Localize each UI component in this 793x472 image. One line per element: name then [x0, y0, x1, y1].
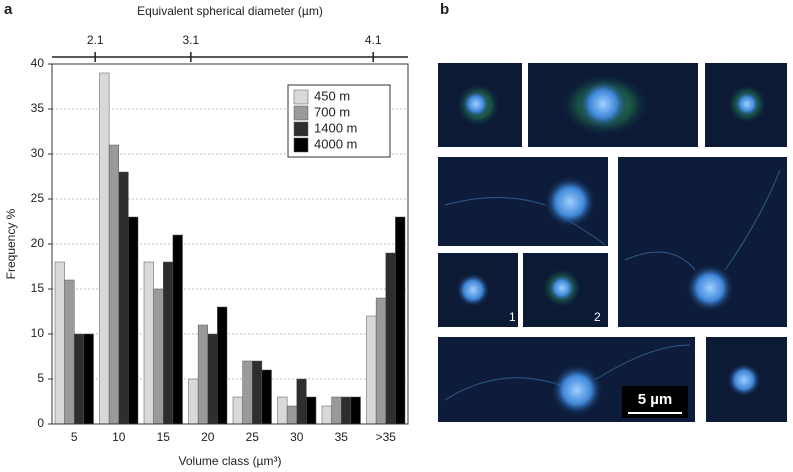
- bar: [207, 333, 218, 425]
- cell: [551, 364, 603, 416]
- cell: [578, 79, 628, 129]
- cell: [456, 273, 490, 307]
- x-tick-label: 35: [335, 430, 349, 444]
- bar: [341, 396, 352, 425]
- scale-bar-label: 5 µm: [638, 391, 673, 408]
- bar: [118, 171, 129, 425]
- bar: [261, 369, 272, 425]
- cell: [686, 264, 734, 312]
- y-tick-label: 10: [31, 326, 45, 340]
- cell: [734, 91, 760, 117]
- bar: [321, 405, 332, 425]
- bar: [296, 378, 307, 425]
- cell: [727, 363, 761, 397]
- cell: [548, 274, 576, 302]
- x-tick-label: 30: [290, 430, 304, 444]
- inset-label: 2: [594, 310, 601, 324]
- chart: 0 5 10 15 20 25 30 35 40 5 10 15 20 25 30 35 >35 2.1 3.1 4.…: [4, 4, 409, 468]
- plot-frame: [51, 63, 409, 425]
- y-tick-label: 0: [37, 416, 44, 430]
- legend-swatch: [293, 105, 309, 121]
- bar: [395, 216, 406, 425]
- x-tick-label: 25: [246, 430, 260, 444]
- bar: [306, 396, 317, 425]
- bar: [143, 261, 154, 425]
- y-tick-label: 20: [31, 236, 45, 250]
- flagellum: [624, 169, 781, 271]
- y-tick-label: 35: [31, 101, 45, 115]
- y-tick-label: 40: [31, 56, 45, 70]
- panel-label: b: [440, 1, 449, 18]
- micrographs: 1 2 5 µm: [438, 63, 787, 422]
- x-tick-label: 10: [112, 430, 126, 444]
- bar: [163, 261, 174, 425]
- bar: [375, 297, 386, 425]
- bar: [197, 324, 208, 425]
- x2-tick-label: 2.1: [87, 33, 104, 47]
- y-tick-label: 25: [31, 191, 45, 205]
- bar: [64, 279, 75, 425]
- y-tick-label: 30: [31, 146, 45, 160]
- y-tick-label: 5: [37, 371, 44, 385]
- bar: [366, 315, 377, 425]
- bar: [99, 72, 110, 425]
- bar: [252, 360, 263, 425]
- legend-swatch: [293, 121, 309, 137]
- legend-swatch: [293, 89, 309, 105]
- flagellum: [444, 344, 691, 401]
- legend-label: 4000 m: [314, 136, 357, 151]
- bar: [172, 234, 183, 425]
- bar: [83, 333, 94, 425]
- bar: [385, 252, 396, 425]
- bar: [74, 333, 85, 425]
- legend-swatch: [293, 137, 309, 153]
- bar: [232, 396, 243, 425]
- bar: [242, 360, 253, 425]
- y-tick-label: 15: [31, 281, 45, 295]
- bar: [217, 306, 228, 425]
- bar: [128, 216, 139, 425]
- x-tick-label: 15: [157, 430, 171, 444]
- bar: [108, 144, 119, 425]
- bar: [54, 261, 65, 425]
- x2-axis-title: Equivalent spherical diameter (µm): [137, 4, 323, 18]
- inset-label: 1: [509, 310, 516, 324]
- x2-tick-label: 3.1: [182, 33, 199, 47]
- legend-label: 1400 m: [314, 120, 357, 135]
- x-axis-title: Volume class (µm³): [179, 454, 282, 468]
- x2-tick-label: 4.1: [365, 33, 382, 47]
- bar: [188, 378, 199, 425]
- panel-label: a: [4, 1, 13, 18]
- cell: [462, 90, 490, 118]
- legend-label: 700 m: [314, 104, 350, 119]
- cell: [544, 176, 596, 228]
- bar: [277, 396, 288, 425]
- y-axis-title: Frequency %: [4, 208, 18, 279]
- bar: [331, 396, 342, 425]
- x-tick-label: 5: [71, 430, 78, 444]
- x-tick-label: 20: [201, 430, 215, 444]
- bar: [350, 396, 361, 425]
- x-tick-label: >35: [376, 430, 397, 444]
- bar: [153, 288, 164, 425]
- bar: [286, 405, 297, 425]
- legend-label: 450 m: [314, 88, 350, 103]
